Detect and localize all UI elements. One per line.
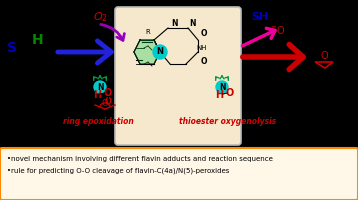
FancyArrowPatch shape xyxy=(225,77,228,80)
Text: H: H xyxy=(93,90,101,100)
FancyArrowPatch shape xyxy=(243,45,303,70)
Text: R: R xyxy=(146,29,150,35)
Text: S: S xyxy=(7,41,17,55)
Text: thioester oxygenolysis: thioester oxygenolysis xyxy=(179,116,277,126)
Text: O: O xyxy=(105,97,111,106)
Circle shape xyxy=(153,45,167,59)
Text: O: O xyxy=(201,29,207,38)
Text: N: N xyxy=(97,82,103,92)
Text: •rule for predicting O-O cleavage of flavin-C(4a)/N(5)-peroxides: •rule for predicting O-O cleavage of fla… xyxy=(7,168,229,174)
FancyBboxPatch shape xyxy=(0,148,358,200)
Text: N: N xyxy=(156,47,164,56)
FancyArrowPatch shape xyxy=(94,77,97,80)
Text: O: O xyxy=(226,88,234,98)
Circle shape xyxy=(216,81,228,93)
Text: O: O xyxy=(320,51,328,61)
Text: $^{-}$O: $^{-}$O xyxy=(270,24,286,36)
Text: NH: NH xyxy=(197,45,207,51)
FancyArrowPatch shape xyxy=(101,24,124,40)
Text: O: O xyxy=(201,58,207,66)
Text: H: H xyxy=(215,90,223,100)
Text: ring epoxidation: ring epoxidation xyxy=(63,116,134,126)
Circle shape xyxy=(94,81,106,93)
FancyArrowPatch shape xyxy=(216,77,219,80)
Text: O: O xyxy=(104,88,112,98)
FancyBboxPatch shape xyxy=(115,7,241,145)
Text: •novel mechanism involving different flavin adducts and reaction sequence: •novel mechanism involving different fla… xyxy=(7,156,273,162)
Text: O: O xyxy=(102,98,108,108)
Text: H: H xyxy=(32,33,44,47)
Text: N: N xyxy=(219,82,225,92)
Text: SH: SH xyxy=(251,12,268,22)
Polygon shape xyxy=(134,40,160,64)
Text: N: N xyxy=(171,20,177,28)
FancyArrowPatch shape xyxy=(98,76,102,79)
Text: N: N xyxy=(189,20,195,28)
FancyArrowPatch shape xyxy=(58,41,111,63)
FancyArrowPatch shape xyxy=(242,28,275,46)
FancyArrowPatch shape xyxy=(103,77,106,80)
FancyArrowPatch shape xyxy=(220,76,224,79)
Text: $O_2$: $O_2$ xyxy=(93,10,107,24)
